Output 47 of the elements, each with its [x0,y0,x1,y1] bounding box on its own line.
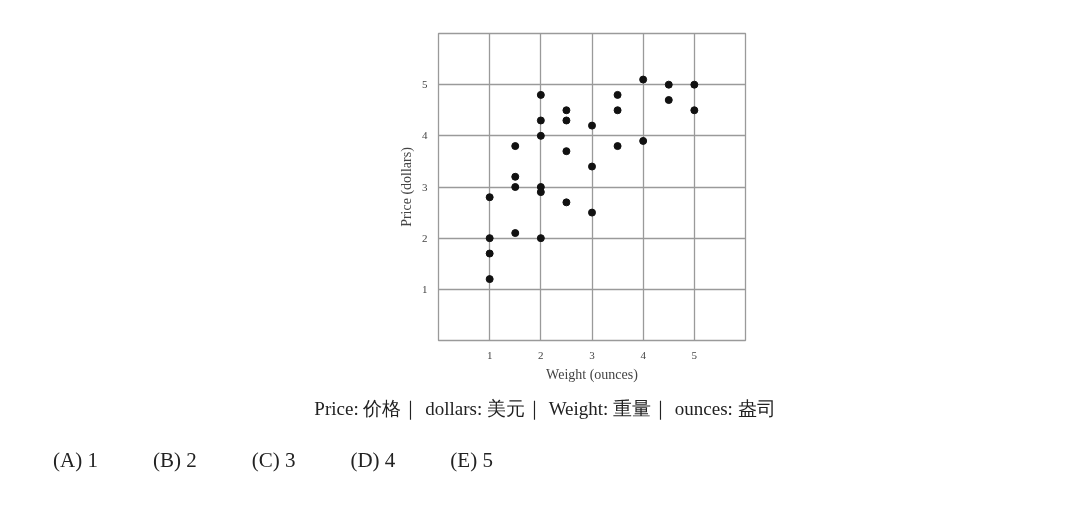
y-tick-label: 1 [422,282,428,295]
y-tick-label: 5 [422,78,428,91]
text: (E) 5 [450,448,493,472]
text: (B) 2 [152,448,197,472]
x-tick-label: 5 [691,348,698,361]
point [562,147,571,156]
point [536,234,545,243]
text: (D) 4 [350,448,396,472]
point [664,80,673,89]
point [639,75,648,84]
x-tick-label: 3 [589,348,596,361]
text: Price: 价格｜ dollars: 美元｜ Weight: 重量｜ ounces: 盎司 [313,397,777,422]
point [536,131,545,140]
y-tick-label: 2 [422,231,428,244]
x-tick-label: 4 [640,348,647,361]
y-tick-label: 3 [422,180,428,193]
point [511,172,520,181]
y-axis-title: Price (dollars) [399,146,415,227]
point [562,116,571,125]
text: (C) 3 [251,448,296,472]
point [588,208,596,217]
x-tick-label: 2 [538,348,544,361]
text: (A) 1 [53,448,98,472]
point [536,188,545,197]
point [485,275,494,284]
x-tick-label: 1 [486,348,493,361]
point [485,234,494,243]
point [613,90,622,99]
point [536,90,545,99]
point [690,80,699,89]
point [613,142,622,151]
point [485,249,494,258]
x-axis-title: Weight (ounces) [546,366,639,383]
point [485,193,494,202]
point [613,106,622,115]
point [639,136,648,145]
point [511,142,520,151]
y-tick-label: 4 [422,129,428,142]
point [664,96,673,105]
point [536,116,545,125]
point [588,121,596,130]
point [511,229,520,238]
point [562,106,571,115]
point [690,106,699,115]
point [511,183,520,191]
point [588,162,596,171]
point [562,198,571,207]
